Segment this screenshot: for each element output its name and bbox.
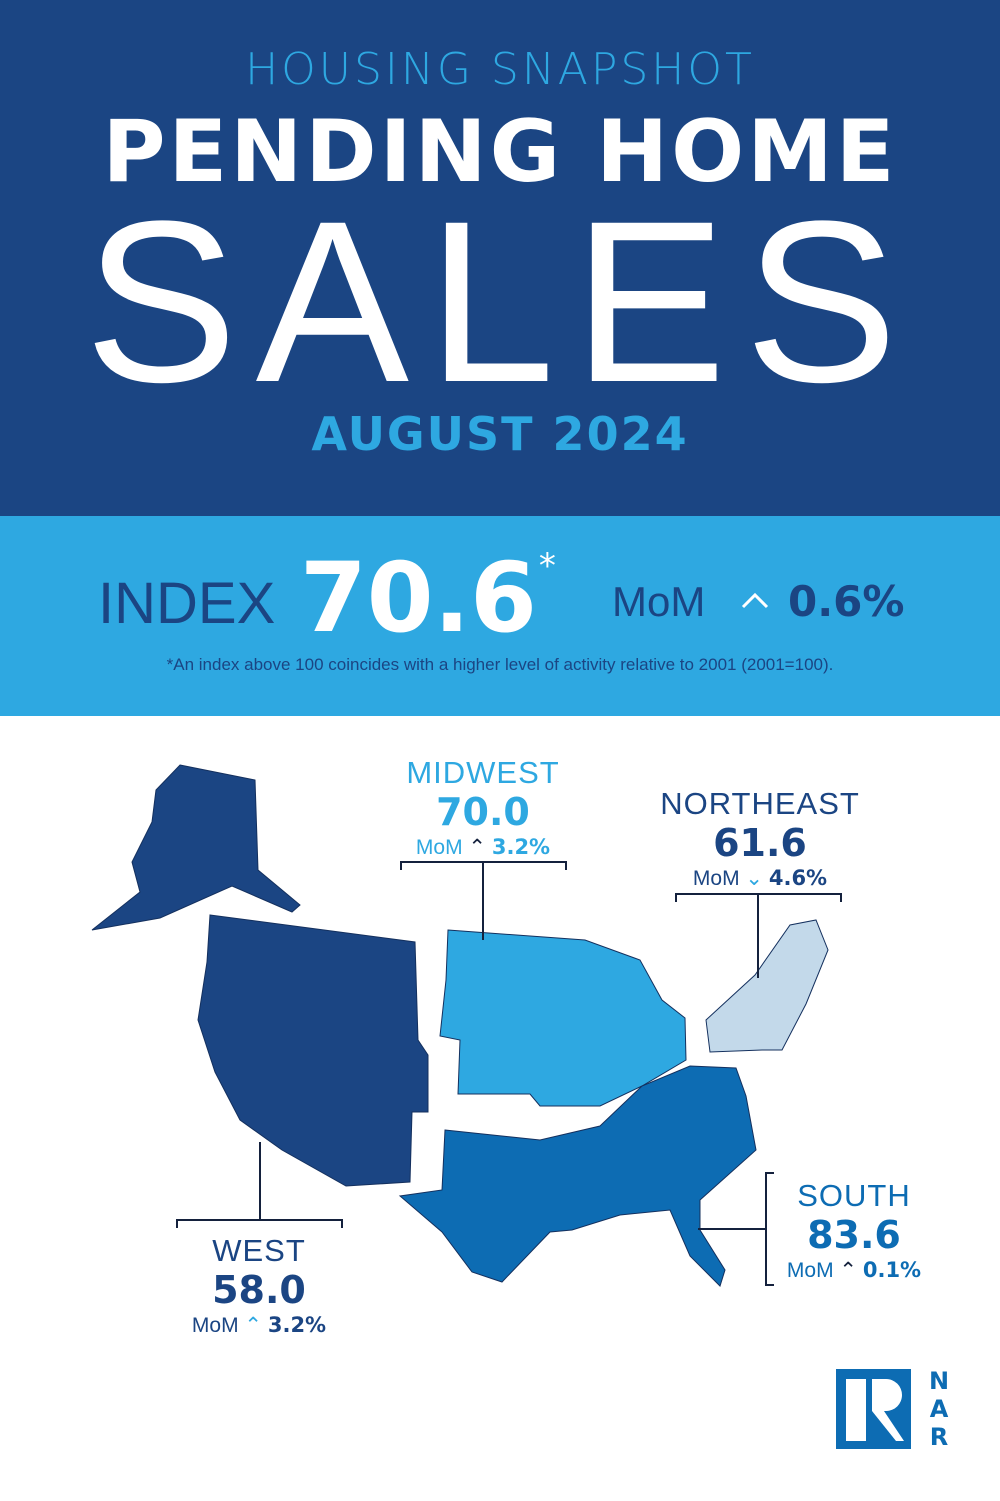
up-arrow-icon xyxy=(741,592,769,609)
region-midwest: MIDWEST 70.0 MoM ⌃ 3.2% xyxy=(353,755,613,862)
mom-value: 0.6% xyxy=(788,577,905,626)
index-asterisk: * xyxy=(538,546,556,586)
region-northeast: NORTHEAST 61.6 MoM ⌄ 4.6% xyxy=(630,786,890,893)
index-label: INDEX xyxy=(98,571,276,636)
index-value-group: 70.6 * xyxy=(300,548,556,648)
nar-logo-icon xyxy=(836,1369,911,1449)
us-map xyxy=(91,764,842,1287)
mom-label: MoM xyxy=(612,578,706,625)
region-value: 58.0 xyxy=(212,1268,306,1312)
index-band xyxy=(0,516,1000,716)
region-value: 70.0 xyxy=(436,790,530,834)
map-northeast xyxy=(705,919,829,1053)
up-arrow-icon: ⌃ xyxy=(839,1259,858,1282)
title-line-2: SALES xyxy=(84,173,916,430)
mom-value: 3.2% xyxy=(267,1313,327,1337)
period: AUGUST 2024 xyxy=(311,407,689,461)
down-arrow-icon: ⌄ xyxy=(745,867,764,890)
region-south: SOUTH 83.6 MoM ⌃ 0.1% xyxy=(724,1178,984,1285)
logo-letter: A xyxy=(929,1395,949,1423)
up-arrow-icon: ⌃ xyxy=(468,836,487,859)
kicker: HOUSING SNAPSHOT xyxy=(245,44,755,95)
map-west xyxy=(197,914,429,1187)
map-midwest xyxy=(439,929,687,1107)
west-bracket xyxy=(176,1219,343,1228)
map-alaska xyxy=(91,764,301,931)
title-line-1: PENDING HOME xyxy=(102,102,898,202)
region-name: WEST xyxy=(212,1233,306,1268)
mom-label: MoM xyxy=(415,836,463,859)
header-banner xyxy=(0,0,1000,516)
mom-value: 0.1% xyxy=(862,1258,922,1282)
logo-letter: R xyxy=(929,1423,949,1451)
index-value: 70.6 xyxy=(300,542,537,654)
mom-value: 4.6% xyxy=(768,866,828,890)
region-name: MIDWEST xyxy=(406,755,560,790)
region-value: 61.6 xyxy=(713,821,807,865)
region-west: WEST 58.0 MoM ⌃ 3.2% xyxy=(129,1233,389,1340)
region-name: NORTHEAST xyxy=(660,786,860,821)
region-value: 83.6 xyxy=(807,1213,901,1257)
region-name: SOUTH xyxy=(797,1178,911,1213)
map-south xyxy=(398,1065,757,1287)
mom-value: 3.2% xyxy=(491,835,551,859)
up-arrow-icon: ⌃ xyxy=(244,1314,263,1337)
mom-label: MoM xyxy=(786,1259,834,1282)
nar-wordmark: N A R xyxy=(928,1367,950,1451)
mom-label: MoM xyxy=(191,1314,239,1337)
logo-letter: N xyxy=(928,1367,950,1395)
footnote: *An index above 100 coincides with a hig… xyxy=(166,655,834,674)
mom-label: MoM xyxy=(692,867,740,890)
